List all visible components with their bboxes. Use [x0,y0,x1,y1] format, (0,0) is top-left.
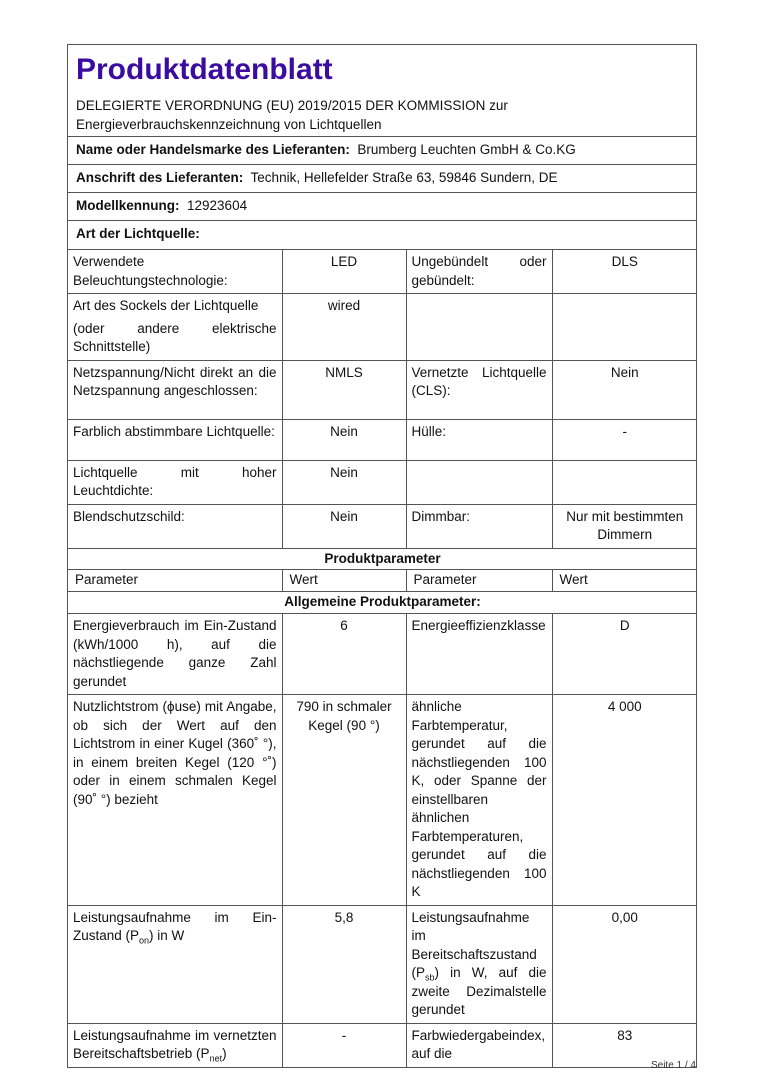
cell: Nur mit bestimmten Dimmern [551,503,697,549]
table-row: Energieverbrauch im Ein-Zustand (kWh/100… [68,613,697,695]
cell: 83 [551,1022,697,1068]
supplier-row: Name oder Handelsmarke des Lieferanten: … [68,137,696,165]
table-row: Netzspannung/Nicht direkt an die Netzspa… [68,359,697,420]
cell: Blendschutzschild: [68,503,283,549]
page-title: Produktdatenblatt [76,53,333,86]
text: Leistungsaufnahme im Bereitschaftszustan… [411,909,537,981]
model-label: Modellkennung: [76,198,180,213]
subscript: on [139,935,150,946]
cell: LED [281,249,407,294]
cell: Farbwiedergabeindex, auf die [405,1022,553,1068]
col-header: Parameter [405,569,553,592]
cell: Leistungsaufnahme im vernetzten Bereitsc… [68,1022,283,1068]
cell: - [281,1022,407,1068]
cell: ähnliche Farbtemperatur, gerundet auf di… [405,694,553,906]
cell: Art des Sockels der Lichtquelle (oder and… [68,293,283,361]
col-header: Wert [551,569,697,592]
cell: NMLS [281,359,407,420]
cell: wired [281,293,407,361]
table-row: Lichtquelle mit hoher Leuchtdichte: Nein [68,459,697,505]
cell: Leistungsaufnahme im Ein-Zustand (Pon) i… [68,904,283,1024]
cell [551,293,697,361]
table-row: Farblich abstimmbare Lichtquelle: Nein Hül… [68,418,697,461]
cell: Nein [551,359,697,420]
model-value: 12923604 [187,198,248,213]
subscript: sb [425,972,435,983]
cell: Verwendete Beleuchtungstechnologie: [68,249,283,294]
address-value: Technik, Hellefelder Straße 63, 59846 Su… [250,170,558,185]
general-heading: Allgemeine Produktparameter: [68,591,697,614]
address-row: Anschrift des Lieferanten: Technik, Hell… [68,165,696,193]
cell: 4 000 [551,694,697,906]
section-row: Allgemeine Produktparameter: [68,591,697,614]
cell: 790 in schmaler Kegel (90 °) [281,694,407,906]
cell: Hülle: [405,418,553,461]
cell: Ungebündelt oder gebündelt: [405,249,553,294]
table-row: Art des Sockels der Lichtquelle (oder and… [68,293,697,361]
text: ) [222,1046,227,1061]
table-row: Blendschutzschild: Nein Dimmbar: Nur mit be… [68,503,697,549]
cell: 5,8 [281,904,407,1024]
table-row: Leistungsaufnahme im vernetzten Bereitsc… [68,1022,697,1068]
cell [405,459,553,505]
cell: Nutzlichtstrom (ϕuse) mit Angabe, ob sic… [68,694,283,906]
regulation-text: DELEGIERTE VERORDNUNG (EU) 2019/2015 DER… [76,98,508,132]
params-heading: Produktparameter [68,547,697,570]
cell: 6 [281,613,407,695]
header-block: Produktdatenblatt DELEGIERTE VERORDNUNG … [68,45,696,137]
cell: D [551,613,697,695]
cell: Nein [281,418,407,461]
cell: Lichtquelle mit hoher Leuchtdichte: [68,459,283,505]
cell: Leistungsaufnahme im Bereitschaftszustan… [405,904,553,1024]
text: ) in W, auf die zweite Dezimalstelle ger… [411,965,547,1017]
cell: DLS [551,249,697,294]
supplier-label: Name oder Handelsmarke des Lieferanten: [76,142,350,157]
text: Leistungsaufnahme im Ein-Zustand (P [73,909,277,944]
data-table: Verwendete Beleuchtungstechnologie: LED Un… [68,249,697,1068]
cell: Netzspannung/Nicht direkt an die Netzspa… [68,359,283,420]
cell-line: Art des Sockels der Lichtquelle [73,298,259,313]
cell: - [551,418,697,461]
col-header: Parameter [68,569,283,592]
cell: Energieeffizienzklasse [405,613,553,695]
section-row: Produktparameter [68,547,697,570]
text: ) in W [149,928,185,943]
cell: 0,00 [551,904,697,1024]
col-header: Wert [281,569,407,592]
type-heading-text: Art der Lichtquelle: [76,226,200,241]
type-heading: Art der Lichtquelle: [68,221,696,249]
cell [405,293,553,361]
table-row: Verwendete Beleuchtungstechnologie: LED Un… [68,249,697,294]
subscript: net [209,1053,223,1064]
address-label: Anschrift des Lieferanten: [76,170,244,185]
cell-line: (oder andere elektrische Schnittstelle) [73,320,277,355]
table-row: Leistungsaufnahme im Ein-Zustand (Pon) i… [68,904,697,1024]
model-row: Modellkennung: 12923604 [68,193,696,221]
cell: Nein [281,459,407,505]
column-header-row: Parameter Wert Parameter Wert [68,569,697,592]
supplier-value: Brumberg Leuchten GmbH & Co.KG [357,142,576,157]
cell [551,459,697,505]
cell: Farblich abstimmbare Lichtquelle: [68,418,283,461]
page-number: Seite 1 / 4 [650,1060,696,1071]
cell: Energieverbrauch im Ein-Zustand (kWh/100… [68,613,283,695]
text: Leistungsaufnahme im vernetzten Bereitsc… [73,1027,277,1062]
cell: Vernetzte Lichtquelle (CLS): [405,359,553,420]
cell: Nein [281,503,407,549]
datasheet: Produktdatenblatt DELEGIERTE VERORDNUNG … [67,44,697,1068]
table-row: Nutzlichtstrom (ϕuse) mit Angabe, ob sic… [68,694,697,906]
cell: Dimmbar: [405,503,553,549]
